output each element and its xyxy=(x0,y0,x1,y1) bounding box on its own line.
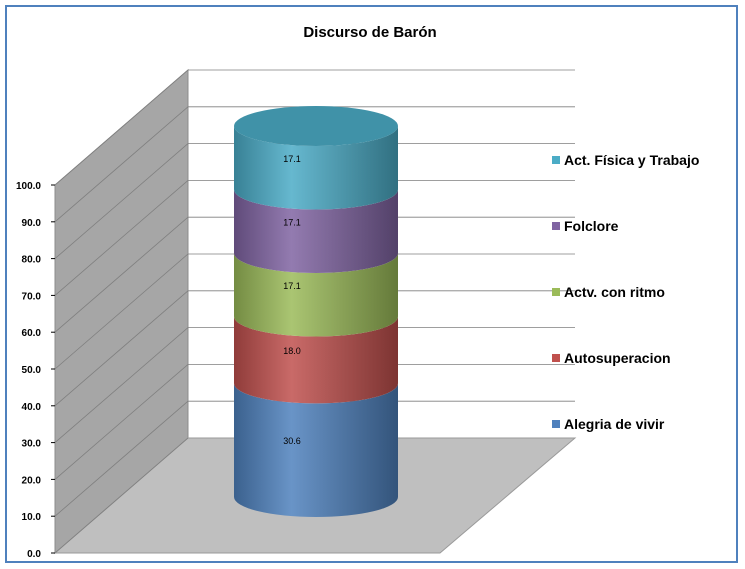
legend-item-label: Act. Física y Trabajo xyxy=(564,152,699,168)
grid-line-side xyxy=(54,143,189,259)
grid-line-side xyxy=(54,400,189,517)
cylinder-top xyxy=(234,106,398,146)
segment-value-label: 17.1 xyxy=(283,217,301,227)
grid-line-side xyxy=(54,106,189,223)
legend-swatch xyxy=(552,288,560,296)
cylinder-stack xyxy=(234,106,398,517)
segment-value-label: 17.1 xyxy=(283,154,301,164)
y-tick-label: 80.0 xyxy=(22,255,42,266)
y-tick-label: 70.0 xyxy=(22,291,42,302)
y-tick-label: 100.0 xyxy=(16,181,41,192)
grid-line-side xyxy=(54,437,189,554)
cylinder-segment-1 xyxy=(234,316,398,404)
grid-line-side xyxy=(54,290,189,407)
legend-item-label: Alegria de vivir xyxy=(564,416,665,432)
y-tick-label: 50.0 xyxy=(22,365,42,376)
segment-value-label: 30.6 xyxy=(283,436,301,446)
y-tick-label: 0.0 xyxy=(27,549,41,560)
y-tick-label: 20.0 xyxy=(22,475,42,486)
legend-item-label: Actv. con ritmo xyxy=(564,284,665,300)
grid-line-side xyxy=(54,216,189,333)
y-tick-label: 90.0 xyxy=(22,218,42,229)
segment-value-label: 17.1 xyxy=(283,281,301,291)
legend-swatch xyxy=(552,354,560,362)
chart-title: Discurso de Barón xyxy=(303,24,436,41)
grid-line-side xyxy=(54,253,189,370)
cylinder-segment-4 xyxy=(234,126,398,210)
y-tick-label: 30.0 xyxy=(22,439,42,450)
legend-swatch xyxy=(552,156,560,164)
legend: Act. Física y Trabajo Folclore Actv. con r… xyxy=(552,152,699,432)
y-axis: 0.0 10.0 20.0 30.0 40.0 50.0 60.0 70.0 80.0 90.0 1… xyxy=(16,181,55,560)
legend-item-label: Autosuperacion xyxy=(564,350,671,366)
cylinder-segment-3 xyxy=(234,189,398,273)
y-tick-label: 40.0 xyxy=(22,402,42,413)
segment-value-label: 18.0 xyxy=(283,346,301,356)
grid-line-side xyxy=(54,180,189,296)
cylinder-segment-0 xyxy=(234,383,398,517)
y-tick-label: 10.0 xyxy=(22,512,42,523)
legend-item-label: Folclore xyxy=(564,218,619,234)
legend-swatch xyxy=(552,222,560,230)
grid-line-side xyxy=(54,327,189,443)
grid-line-side xyxy=(54,69,189,186)
legend-swatch xyxy=(552,420,560,428)
cylinder-segment-2 xyxy=(234,253,398,337)
grid-line-side xyxy=(54,364,189,480)
data-labels: 30.6 18.0 17.1 17.1 17.1 xyxy=(283,154,301,446)
y-tick-label: 60.0 xyxy=(22,328,42,339)
